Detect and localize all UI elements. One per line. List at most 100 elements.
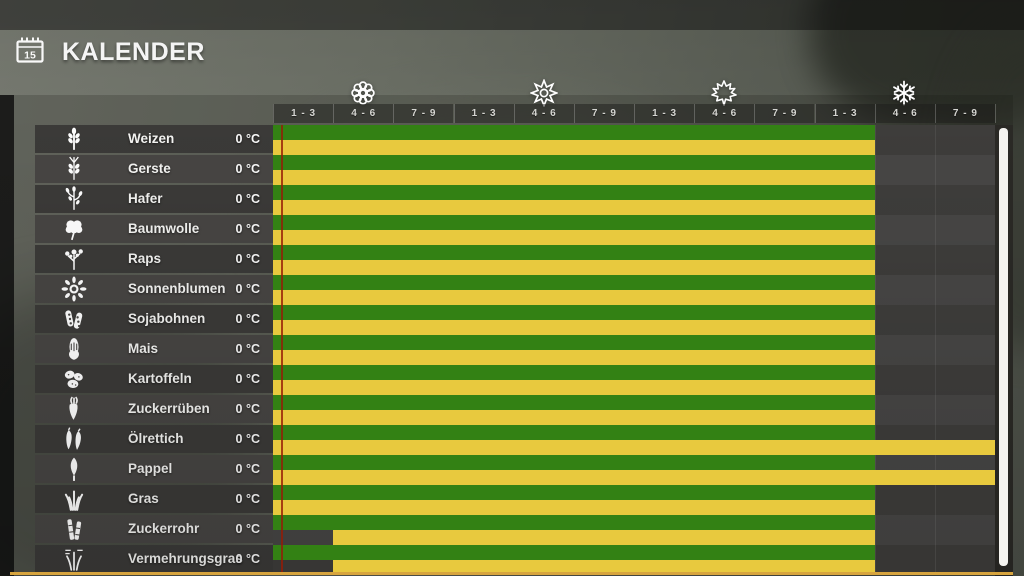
grass-icon bbox=[57, 487, 91, 511]
column-separator bbox=[934, 515, 936, 545]
crop-row[interactable]: Mais 0 °C bbox=[35, 335, 273, 363]
column-separator bbox=[934, 365, 936, 395]
crop-row[interactable]: Weizen 0 °C bbox=[35, 125, 273, 153]
harvest-period-bar bbox=[273, 380, 875, 395]
column-separator bbox=[874, 515, 876, 545]
planting-period-bar bbox=[273, 365, 875, 380]
column-separator bbox=[874, 545, 876, 575]
row-track bbox=[273, 485, 995, 515]
column-separator bbox=[874, 245, 876, 275]
crop-row[interactable]: Hafer 0 °C bbox=[35, 185, 273, 213]
crop-row[interactable]: Pappel 0 °C bbox=[35, 455, 273, 483]
crop-row[interactable]: Vermehrungsgras 0 °C bbox=[35, 545, 273, 573]
column-header-label: 7 - 9 bbox=[591, 108, 617, 119]
sugar-beet-icon bbox=[57, 396, 91, 421]
crop-row[interactable]: Sojabohnen 0 °C bbox=[35, 305, 273, 333]
row-track bbox=[273, 125, 995, 155]
row-track bbox=[273, 155, 995, 185]
column-header-cell: 1 - 3 bbox=[814, 104, 875, 123]
crop-row[interactable]: Sonnenblumen 0 °C bbox=[35, 275, 273, 303]
column-header-label: 1 - 3 bbox=[652, 108, 678, 119]
crop-temperature: 0 °C bbox=[235, 552, 260, 566]
poplar-icon bbox=[57, 457, 91, 481]
harvest-period-bar bbox=[273, 410, 875, 425]
column-separator bbox=[934, 485, 936, 515]
harvest-period-bar bbox=[273, 320, 875, 335]
column-separator bbox=[874, 185, 876, 215]
crop-name: Hafer bbox=[128, 191, 163, 206]
oat-icon bbox=[57, 186, 91, 211]
harvest-period-bar bbox=[273, 200, 875, 215]
column-separator bbox=[874, 305, 876, 335]
crop-row[interactable]: Gerste 0 °C bbox=[35, 155, 273, 183]
row-track bbox=[273, 395, 995, 425]
row-track bbox=[273, 305, 995, 335]
column-header-label: 7 - 9 bbox=[952, 108, 978, 119]
planting-period-bar bbox=[273, 545, 875, 560]
planting-period-bar bbox=[273, 335, 875, 350]
crop-name: Baumwolle bbox=[128, 221, 200, 236]
crop-row[interactable]: Kartoffeln 0 °C bbox=[35, 365, 273, 393]
column-separator bbox=[874, 125, 876, 155]
sugarcane-icon bbox=[57, 517, 91, 541]
column-separator bbox=[934, 305, 936, 335]
column-header-label: 4 - 6 bbox=[531, 108, 557, 119]
column-header-cell: 4 - 6 bbox=[874, 104, 935, 123]
crop-row[interactable]: Zuckerrüben 0 °C bbox=[35, 395, 273, 423]
row-track bbox=[273, 545, 995, 575]
crop-name: Weizen bbox=[128, 131, 175, 146]
crop-name: Gerste bbox=[128, 161, 171, 176]
calendar-icon-day: 15 bbox=[24, 49, 36, 61]
planting-period-bar bbox=[273, 155, 875, 170]
planting-period-bar bbox=[273, 215, 875, 230]
crop-row[interactable]: Baumwolle 0 °C bbox=[35, 215, 273, 243]
crop-row[interactable]: Zuckerrohr 0 °C bbox=[35, 515, 273, 543]
corn-icon bbox=[57, 337, 91, 361]
column-header-cell: 7 - 9 bbox=[754, 104, 815, 123]
crop-row[interactable]: Gras 0 °C bbox=[35, 485, 273, 513]
selected-row-highlight bbox=[10, 572, 1013, 575]
harvest-period-bar bbox=[273, 170, 875, 185]
planting-period-bar bbox=[273, 125, 875, 140]
column-header-cell: 4 - 6 bbox=[333, 104, 394, 123]
crop-name: Sonnenblumen bbox=[128, 281, 226, 296]
harvest-period-bar bbox=[333, 560, 875, 575]
column-separator bbox=[874, 395, 876, 425]
column-header-label: 1 - 3 bbox=[471, 108, 497, 119]
sunflower-icon bbox=[57, 276, 91, 302]
crop-temperature: 0 °C bbox=[235, 192, 260, 206]
planting-period-bar bbox=[273, 185, 875, 200]
potato-icon bbox=[57, 367, 91, 391]
column-separator bbox=[934, 545, 936, 575]
column-separator bbox=[934, 275, 936, 305]
harvest-period-bar bbox=[273, 290, 875, 305]
crop-temperature: 0 °C bbox=[235, 162, 260, 176]
column-separator bbox=[934, 335, 936, 365]
row-track bbox=[273, 185, 995, 215]
planting-period-bar bbox=[273, 485, 875, 500]
crop-row[interactable]: Raps 0 °C bbox=[35, 245, 273, 273]
column-header-label: 4 - 6 bbox=[892, 108, 918, 119]
crop-row[interactable]: Ölrettich 0 °C bbox=[35, 425, 273, 453]
crop-name: Pappel bbox=[128, 461, 173, 476]
column-header-cell: 1 - 3 bbox=[634, 104, 695, 123]
column-header-cell: 4 - 6 bbox=[513, 104, 574, 123]
harvest-period-bar bbox=[273, 500, 875, 515]
row-track bbox=[273, 215, 995, 245]
snowflake-icon bbox=[890, 79, 918, 107]
scrollbar-thumb[interactable] bbox=[999, 128, 1008, 566]
planting-period-bar bbox=[273, 275, 875, 290]
column-header-label: 1 - 3 bbox=[291, 108, 317, 119]
column-separator bbox=[934, 215, 936, 245]
crop-temperature: 0 °C bbox=[235, 432, 260, 446]
column-header-cell: 4 - 6 bbox=[694, 104, 755, 123]
column-separator bbox=[934, 185, 936, 215]
crop-temperature: 0 °C bbox=[235, 252, 260, 266]
planting-period-bar bbox=[273, 425, 875, 440]
cotton-icon bbox=[57, 217, 91, 241]
row-track bbox=[273, 515, 995, 545]
column-separator bbox=[874, 335, 876, 365]
crop-name: Vermehrungsgras bbox=[128, 551, 243, 566]
soybean-icon bbox=[57, 307, 91, 331]
